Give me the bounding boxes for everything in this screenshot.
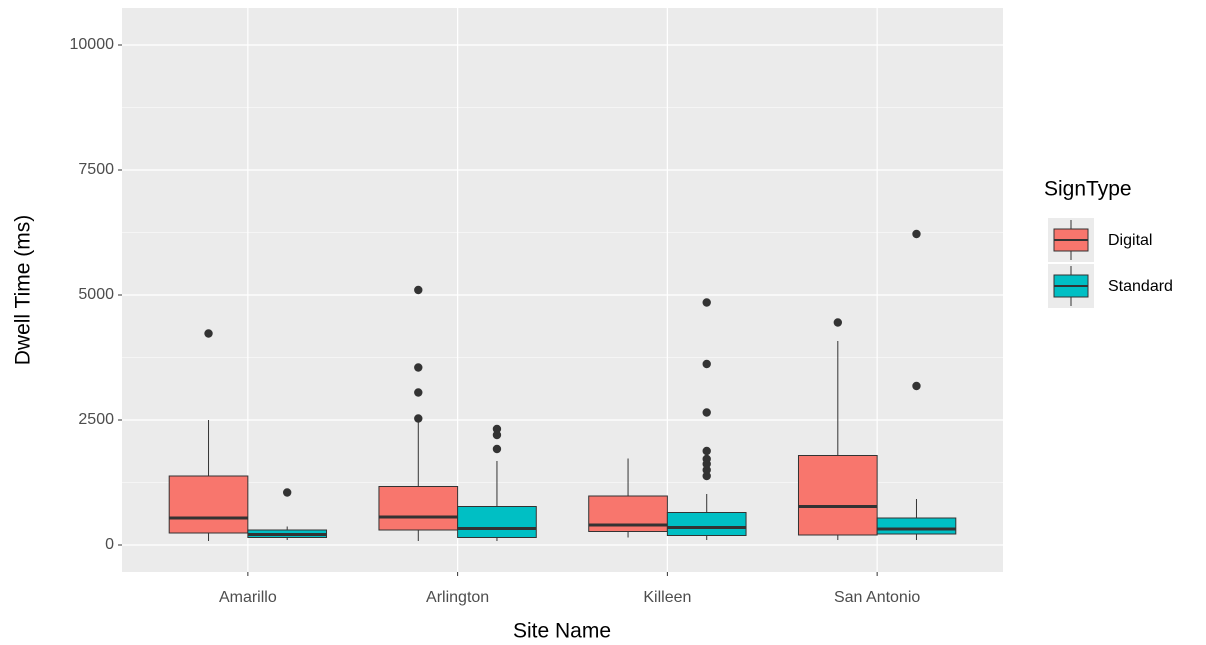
- outlier: [414, 285, 423, 295]
- box-group: [168, 329, 249, 541]
- box: [876, 517, 957, 535]
- box: [378, 486, 459, 531]
- legend-label: Digital: [1108, 232, 1152, 249]
- x-tick-label: Arlington: [426, 589, 489, 606]
- outlier: [282, 488, 292, 497]
- y-tick-label: 10000: [70, 36, 115, 53]
- outlier: [912, 381, 921, 391]
- box-group: [457, 424, 537, 541]
- outlier: [702, 471, 711, 481]
- box-group: [666, 298, 747, 540]
- x-tick-label: Amarillo: [219, 589, 277, 606]
- box: [666, 512, 747, 536]
- y-tick-label: 7500: [78, 161, 114, 178]
- y-tick-label: 0: [105, 536, 114, 553]
- outlier: [833, 318, 843, 327]
- box: [457, 506, 537, 538]
- box: [797, 455, 878, 536]
- outlier: [702, 465, 711, 475]
- box: [168, 475, 249, 534]
- outlier: [414, 363, 423, 372]
- outlier: [912, 229, 921, 239]
- legend-label: Standard: [1108, 278, 1173, 295]
- box-group: [588, 458, 668, 538]
- x-axis-title: Site Name: [513, 620, 611, 643]
- y-axis-title: Dwell Time (ms): [12, 215, 35, 366]
- outlier: [702, 408, 711, 417]
- x-tick-label: Killeen: [643, 589, 691, 606]
- outlier: [702, 446, 711, 456]
- outlier: [492, 424, 502, 434]
- outlier: [204, 329, 213, 338]
- outlier: [702, 359, 711, 369]
- outlier: [702, 298, 711, 307]
- legend-title: SignType: [1044, 178, 1132, 201]
- box-group: [247, 488, 328, 540]
- outlier: [492, 444, 502, 454]
- box-group: [876, 229, 957, 540]
- outlier: [492, 430, 502, 440]
- outlier: [414, 388, 423, 397]
- y-tick-label: 5000: [78, 286, 114, 303]
- outlier: [414, 414, 423, 423]
- box-group: [797, 318, 878, 540]
- outlier: [702, 454, 711, 464]
- x-tick-label: San Antonio: [834, 589, 920, 606]
- y-tick-label: 2500: [78, 411, 114, 428]
- box-group: [378, 285, 459, 541]
